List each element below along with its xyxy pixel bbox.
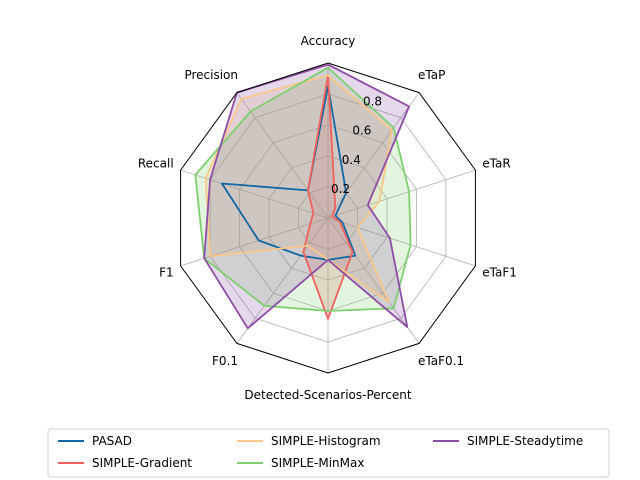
series-lines bbox=[194, 63, 412, 330]
legend-box bbox=[47, 428, 610, 478]
grid-spoke-3 bbox=[327, 217, 476, 267]
radial-tick-label: 0.4 bbox=[342, 153, 361, 167]
legend-label-3: SIMPLE-MinMax bbox=[271, 456, 364, 470]
axis-label: Detected-Scenarios-Percent bbox=[244, 388, 412, 402]
series-line-3 bbox=[194, 66, 412, 312]
axis-label: Precision bbox=[184, 68, 238, 82]
grid-spoke-2 bbox=[327, 169, 476, 219]
radial-tick-labels: 0.2 0.4 0.6 0.8 bbox=[331, 95, 382, 196]
legend-label-1: SIMPLE-Gradient bbox=[92, 456, 192, 470]
axis-label: Recall bbox=[138, 156, 174, 170]
radial-tick-label: 0.2 bbox=[331, 182, 350, 196]
axis-label: Accuracy bbox=[301, 34, 356, 48]
series-fill-2 bbox=[205, 75, 392, 303]
series-line-4 bbox=[203, 63, 411, 330]
radial-tick-label: 0.6 bbox=[352, 124, 371, 138]
axis-label: eTaF0.1 bbox=[418, 354, 464, 368]
series-line-1 bbox=[302, 74, 354, 320]
axis-labels: Accuracy eTaP eTaR eTaF1 eTaF0.1 Detected-Sce… bbox=[138, 34, 517, 402]
grid-spoke-4 bbox=[327, 217, 420, 344]
legend-label-4: SIMPLE-Steadytime bbox=[467, 434, 583, 448]
outer-frame bbox=[180, 62, 476, 374]
axis-label: F1 bbox=[159, 266, 174, 280]
axis-label: eTaF1 bbox=[482, 266, 517, 280]
legend: PASAD SIMPLE-Gradient SIMPLE-Histogram SIMP… bbox=[47, 428, 610, 478]
radial-tick-label: 0.8 bbox=[363, 95, 382, 109]
grid-spoke-1 bbox=[327, 92, 420, 219]
axis-label: eTaR bbox=[482, 156, 510, 170]
axis-label: F0.1 bbox=[212, 354, 238, 368]
grid-spoke-9 bbox=[236, 92, 329, 219]
outer-frame-polygon bbox=[180, 62, 476, 374]
legend-label-0: PASAD bbox=[92, 434, 132, 448]
grid-spoke-6 bbox=[236, 217, 329, 344]
axis-label: eTaP bbox=[418, 68, 445, 82]
series-fill-4 bbox=[204, 64, 410, 329]
legend-label-2: SIMPLE-Histogram bbox=[271, 434, 381, 448]
